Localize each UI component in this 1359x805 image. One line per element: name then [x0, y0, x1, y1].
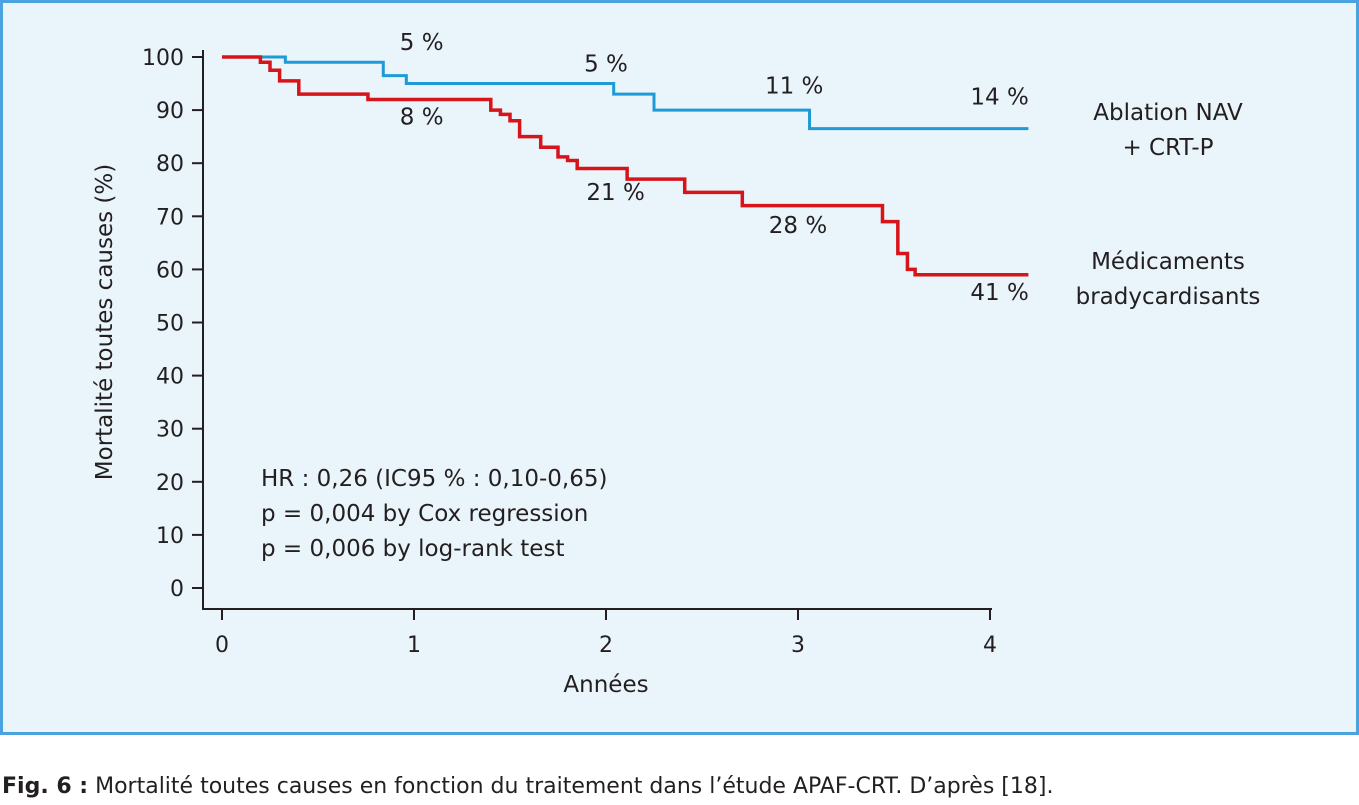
annotation-layer: 5 % 5 % 11 % 14 % 8 % 21 % 28 % 41 % [400, 30, 1029, 306]
data-label: 21 % [586, 180, 644, 206]
y-tick-label: 30 [156, 418, 184, 443]
data-label: 8 % [400, 104, 444, 130]
legend: Ablation NAV + CRT-P Médicaments bradycardi… [1076, 100, 1261, 310]
series-layer [222, 55, 1029, 277]
x-ticks: 0 1 2 3 4 [215, 609, 997, 658]
y-tick-label: 0 [170, 577, 184, 602]
data-label: 5 % [400, 30, 444, 56]
legend-label-medicaments: bradycardisants [1076, 284, 1261, 310]
survival-chart: 0 10 20 30 40 50 60 70 80 90 100 0 1 2 3 4 Mortalité t… [92, 30, 1261, 698]
stats-hazard-ratio: HR : 0,26 (IC95 % : 0,10-0,65) [261, 466, 607, 492]
y-tick-label: 50 [156, 312, 184, 337]
stats-box: HR : 0,26 (IC95 % : 0,10-0,65) p = 0,004… [261, 466, 607, 562]
figure-panel [0, 0, 1359, 735]
data-label: 11 % [765, 74, 823, 100]
x-axis-title: Années [563, 672, 648, 698]
y-tick-label: 10 [156, 524, 184, 549]
x-tick-label: 0 [215, 633, 229, 658]
y-tick-label: 20 [156, 471, 184, 496]
y-tick-label: 80 [156, 152, 184, 177]
data-label: 41 % [970, 280, 1028, 306]
x-tick-label: 2 [599, 633, 613, 658]
y-ticks: 0 10 20 30 40 50 60 70 80 90 100 [142, 46, 203, 602]
data-label: 5 % [584, 51, 628, 77]
y-axis-title: Mortalité toutes causes (%) [92, 164, 118, 480]
stats-cox-p: p = 0,004 by Cox regression [261, 501, 588, 527]
legend-label-ablation: + CRT-P [1122, 135, 1213, 161]
x-tick-label: 3 [791, 633, 805, 658]
y-tick-label: 70 [156, 205, 184, 230]
legend-label-medicaments: Médicaments [1091, 249, 1245, 275]
series-line-medicaments [222, 55, 1029, 277]
y-tick-label: 60 [156, 258, 184, 283]
x-tick-label: 1 [407, 633, 421, 658]
y-tick-label: 100 [142, 46, 184, 71]
chart-axes: 0 10 20 30 40 50 60 70 80 90 100 0 1 2 3 4 [142, 46, 997, 658]
y-tick-label: 40 [156, 365, 184, 390]
series-line-ablation [222, 55, 1029, 131]
x-tick-label: 4 [983, 633, 997, 658]
y-tick-label: 90 [156, 99, 184, 124]
figure-caption: Fig. 6 : Mortalité toutes causes en fonc… [2, 774, 1053, 799]
legend-label-ablation: Ablation NAV [1093, 100, 1243, 126]
caption-prefix: Fig. 6 : [2, 774, 89, 799]
stats-logrank-p: p = 0,006 by log-rank test [261, 536, 564, 562]
caption-text: Mortalité toutes causes en fonction du t… [88, 774, 1054, 799]
data-label: 28 % [769, 213, 827, 239]
data-label: 14 % [970, 84, 1028, 110]
